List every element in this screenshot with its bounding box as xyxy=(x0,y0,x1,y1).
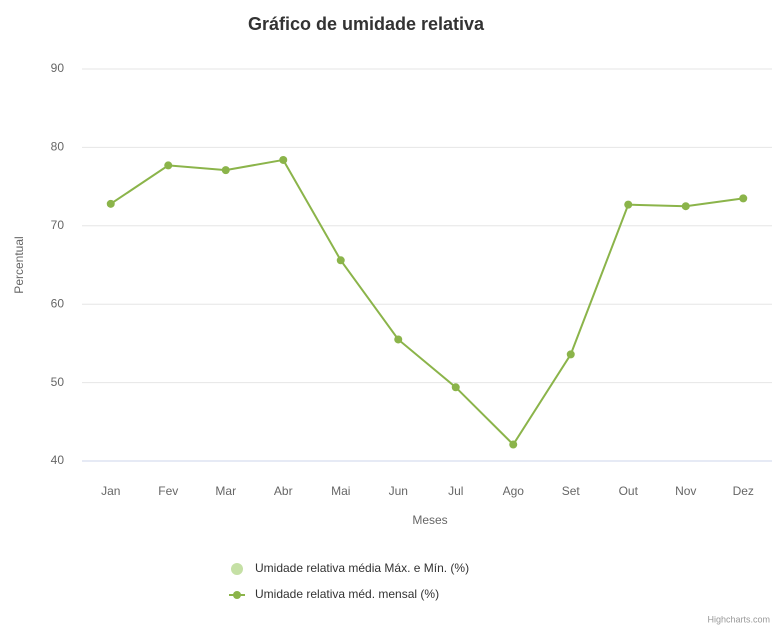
x-tick-label: Set xyxy=(562,484,581,498)
y-tick-label: 90 xyxy=(51,61,65,75)
data-point xyxy=(394,335,403,344)
data-point xyxy=(566,350,575,359)
x-axis-label: Meses xyxy=(412,513,447,527)
x-tick-label: Abr xyxy=(274,484,293,498)
data-point xyxy=(336,256,345,265)
data-point xyxy=(221,166,230,175)
data-point xyxy=(279,155,288,164)
x-tick-label: Nov xyxy=(675,484,696,498)
x-tick-label: Out xyxy=(619,484,639,498)
data-point xyxy=(739,194,748,203)
x-tick-label: Mai xyxy=(331,484,350,498)
y-axis-label: Percentual xyxy=(12,236,26,293)
legend-label[interactable]: Umidade relativa média Máx. e Mín. (%) xyxy=(255,561,469,575)
x-tick-label: Jul xyxy=(448,484,463,498)
legend-marker[interactable] xyxy=(233,591,241,599)
y-tick-label: 40 xyxy=(51,453,65,467)
x-tick-label: Jan xyxy=(101,484,120,498)
data-point xyxy=(509,440,518,449)
series-line xyxy=(110,158,744,447)
data-point xyxy=(681,202,690,211)
legend-marker[interactable] xyxy=(231,563,243,575)
data-point xyxy=(164,161,173,170)
data-point xyxy=(106,199,115,208)
x-tick-label: Ago xyxy=(503,484,525,498)
x-tick-label: Dez xyxy=(733,484,754,498)
y-tick-label: 50 xyxy=(51,375,65,389)
x-tick-label: Jun xyxy=(389,484,408,498)
data-point xyxy=(451,383,460,392)
y-tick-label: 80 xyxy=(51,140,65,154)
y-tick-label: 70 xyxy=(51,218,65,232)
x-tick-label: Mar xyxy=(215,484,236,498)
x-tick-label: Fev xyxy=(158,484,178,498)
y-tick-label: 60 xyxy=(51,296,65,310)
chart-title: Gráfico de umidade relativa xyxy=(248,14,485,34)
legend-label[interactable]: Umidade relativa méd. mensal (%) xyxy=(255,587,439,601)
credits[interactable]: Highcharts.com xyxy=(707,614,770,624)
data-point xyxy=(624,200,633,209)
